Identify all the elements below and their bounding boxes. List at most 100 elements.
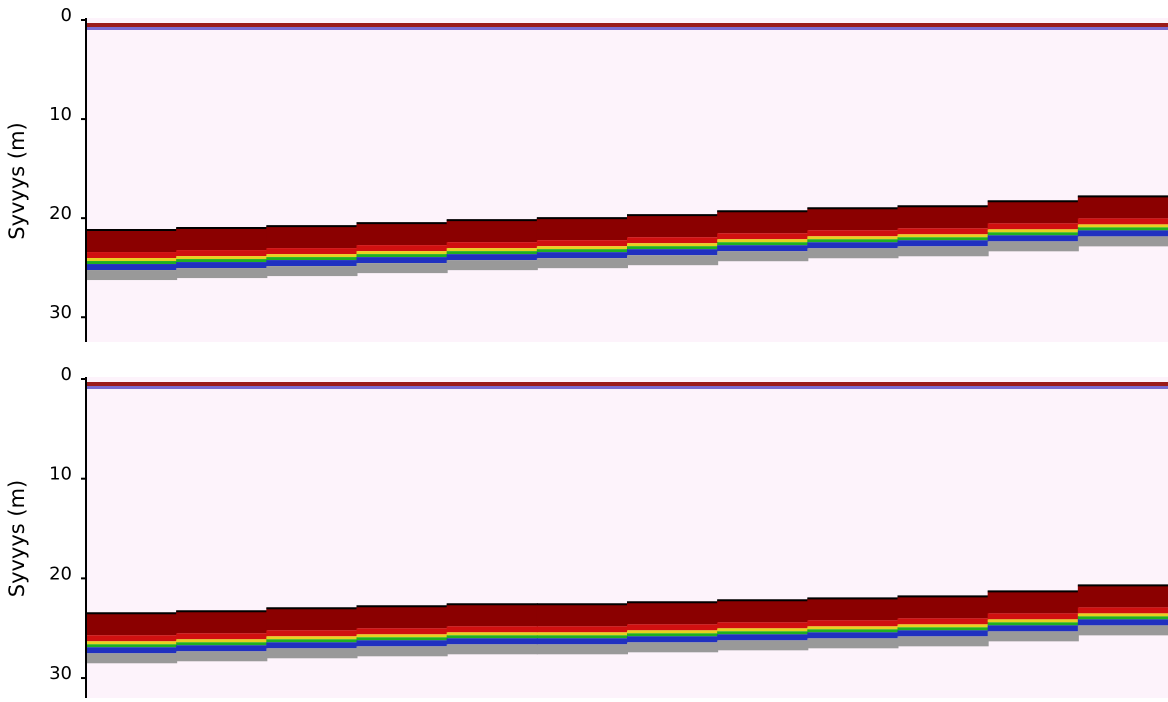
seabed-layer (807, 236, 899, 240)
seabed-layer (536, 626, 628, 633)
surface-band (86, 23, 1168, 27)
seabed-layer (987, 232, 1079, 236)
seabed-layer (266, 254, 358, 258)
seabed-layer (1077, 227, 1168, 231)
seabed-layer (717, 245, 809, 252)
seabed (717, 211, 809, 234)
seabed-layer (1077, 619, 1168, 626)
seabed-layer (176, 262, 268, 269)
seabed-layer (536, 632, 628, 636)
seabed (86, 613, 178, 636)
y-tick-label: 30 (49, 663, 72, 684)
surface-band (86, 382, 1168, 386)
seabed-layer (717, 251, 809, 262)
y-tick-label: 10 (49, 104, 72, 125)
seabed-layer (717, 239, 809, 243)
seabed-layer (86, 653, 178, 664)
y-tick-label: 30 (49, 302, 72, 323)
seabed-layer (717, 634, 809, 641)
seabed (1077, 585, 1168, 608)
seabed-layer (176, 633, 268, 640)
seabed-layer (356, 646, 448, 657)
seabed-layer (897, 228, 989, 235)
water-background (86, 18, 1168, 342)
seabed (266, 226, 358, 249)
seabed-layer (446, 626, 538, 633)
seabed-layer (897, 624, 989, 628)
seabed-layer (446, 632, 538, 636)
seabed (446, 220, 538, 243)
seabed-layer (627, 255, 719, 266)
seabed-layer (897, 234, 989, 238)
seabed-layer (536, 644, 628, 655)
seabed-layer (897, 636, 989, 647)
seabed-layer (446, 254, 538, 261)
seabed-layer (176, 642, 268, 646)
seabed-layer (86, 258, 178, 262)
seabed-layer (356, 634, 448, 638)
seabed-layer (176, 645, 268, 652)
seabed (897, 596, 989, 619)
seabed-layer (266, 642, 358, 649)
seabed-layer (627, 642, 719, 653)
y-axis-label: Syvyys (m) (5, 480, 29, 598)
seabed-layer (176, 639, 268, 643)
seabed-layer (356, 637, 448, 641)
seabed (446, 604, 538, 627)
seabed-layer (266, 257, 358, 261)
seabed (176, 611, 268, 634)
seabed-layer (1077, 218, 1168, 225)
seabed-layer (717, 233, 809, 240)
seabed-layer (717, 640, 809, 651)
surface-band-low (86, 27, 1168, 30)
seabed-layer (987, 613, 1079, 620)
seabed (536, 218, 628, 241)
seabed-layer (627, 249, 719, 256)
seabed-layer (536, 240, 628, 247)
seabed-layer (356, 257, 448, 264)
seabed-layer (266, 260, 358, 267)
seabed (356, 606, 448, 629)
seabed-layer (717, 242, 809, 246)
seabed-layer (987, 625, 1079, 632)
seabed-layer (807, 620, 899, 627)
seabed (987, 201, 1079, 224)
seabed-layer (536, 638, 628, 645)
seabed-layer (356, 254, 448, 258)
seabed-layer (897, 240, 989, 247)
seabed-layer (717, 622, 809, 629)
seabed (356, 223, 448, 246)
y-tick-label: 20 (49, 563, 72, 584)
seabed-layer (807, 248, 899, 259)
seabed (1077, 196, 1168, 219)
seabed-layer (86, 264, 178, 271)
seabed-layer (1077, 224, 1168, 228)
seabed-layer (446, 644, 538, 655)
seabed-layer (176, 259, 268, 263)
y-tick-label: 0 (61, 5, 72, 26)
y-tick-label: 10 (49, 464, 72, 485)
seabed-layer (987, 619, 1079, 623)
seabed-layer (176, 256, 268, 260)
seabed-layer (627, 633, 719, 637)
seabed-layer (86, 270, 178, 281)
seabed (176, 228, 268, 251)
surface-band-low (86, 386, 1168, 389)
seabed-layer (1077, 625, 1168, 636)
seabed-layer (446, 251, 538, 255)
seabed (86, 230, 178, 253)
seabed-layer (627, 630, 719, 634)
seabed (627, 602, 719, 625)
seabed-layer (987, 223, 1079, 230)
seabed-layer (987, 235, 1079, 242)
seabed-layer (807, 638, 899, 649)
seabed-layer (446, 635, 538, 639)
seabed-layer (86, 252, 178, 259)
seabed-layer (86, 641, 178, 645)
seabed-layer (1077, 607, 1168, 614)
seabed-layer (176, 250, 268, 257)
seabed-layer (717, 628, 809, 632)
seabed (536, 604, 628, 627)
seabed-layer (987, 241, 1079, 252)
